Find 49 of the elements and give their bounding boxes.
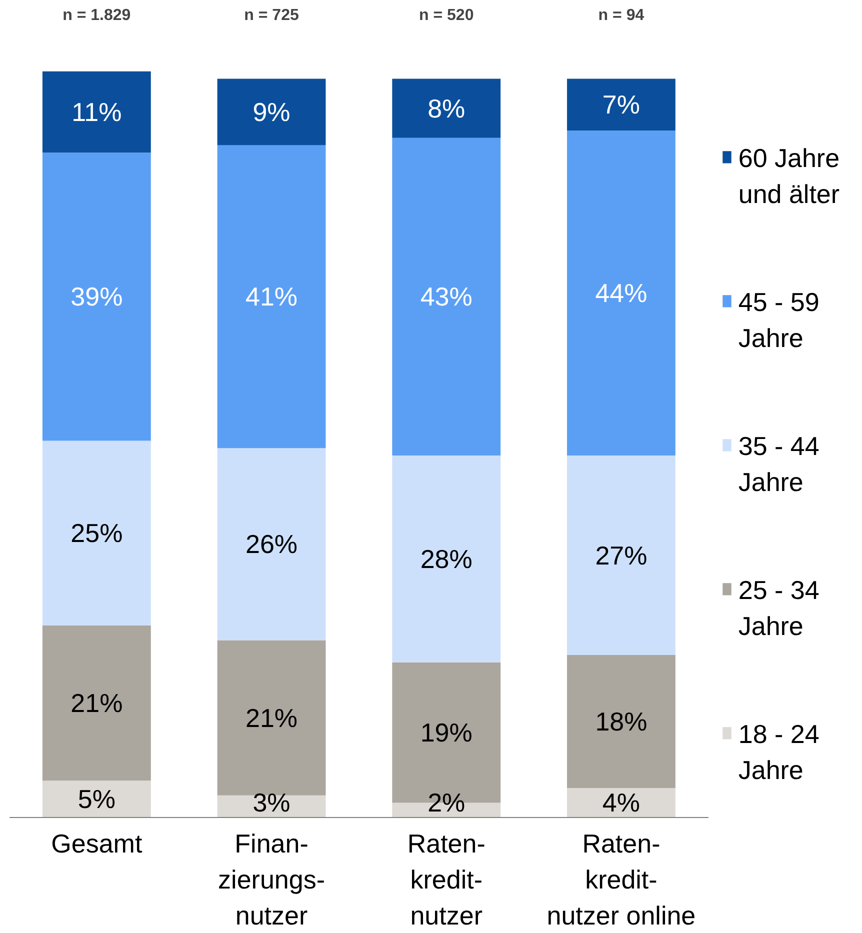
bar <box>567 130 676 456</box>
data-label: 27% <box>595 540 648 570</box>
legend-label: 45 - 59 Jahre <box>738 287 820 354</box>
bar <box>567 456 676 655</box>
data-label: 26% <box>245 529 298 560</box>
x-tick-label: Raten- kredit- nutzer <box>407 828 486 930</box>
bar <box>42 440 151 626</box>
data-label: 21% <box>70 688 123 718</box>
data-label: 28% <box>420 544 472 574</box>
x-tick-label: Finan- zierungs- nutzer <box>218 828 325 930</box>
bar <box>42 780 151 818</box>
data-label: 18% <box>595 706 648 736</box>
bar <box>42 71 151 153</box>
text: n = 1.829 <box>62 6 131 24</box>
legend-label: 60 Jahre und älter <box>738 143 840 210</box>
legend-label: 25 - 34 Jahre <box>738 575 820 642</box>
bar <box>392 78 501 138</box>
text: n = 520 <box>419 6 474 24</box>
data-label: 5% <box>78 784 116 814</box>
data-label: 21% <box>245 702 298 733</box>
bar <box>392 456 501 662</box>
data-label: 39% <box>70 282 123 312</box>
text: n = 94 <box>598 6 644 24</box>
data-label: 41% <box>245 282 298 312</box>
bar <box>42 152 151 441</box>
bar <box>392 138 501 456</box>
data-label: 19% <box>420 718 472 748</box>
bar <box>567 78 676 130</box>
bar <box>42 625 151 781</box>
legend-label: 18 - 24 Jahre <box>738 719 820 786</box>
data-label: 4% <box>602 788 640 818</box>
bar <box>567 788 676 818</box>
data-label: 43% <box>420 282 472 312</box>
bar <box>567 654 676 788</box>
data-label: 3% <box>252 788 290 818</box>
x-tick-label: Gesamt <box>51 828 143 858</box>
data-label: 11% <box>72 97 122 128</box>
data-label: 7% <box>602 90 640 120</box>
bar <box>217 448 326 640</box>
data-label: 2% <box>428 788 466 818</box>
bar <box>217 78 326 146</box>
data-label: 44% <box>595 278 648 308</box>
x-tick-label: Raten- kredit- nutzer online <box>546 828 696 930</box>
bar <box>217 145 326 448</box>
legend-label: 35 - 44 Jahre <box>738 431 820 498</box>
text: n = 725 <box>244 6 299 24</box>
data-label: 25% <box>70 518 123 548</box>
data-label: 8% <box>428 93 466 124</box>
data-label: 9% <box>252 97 290 128</box>
